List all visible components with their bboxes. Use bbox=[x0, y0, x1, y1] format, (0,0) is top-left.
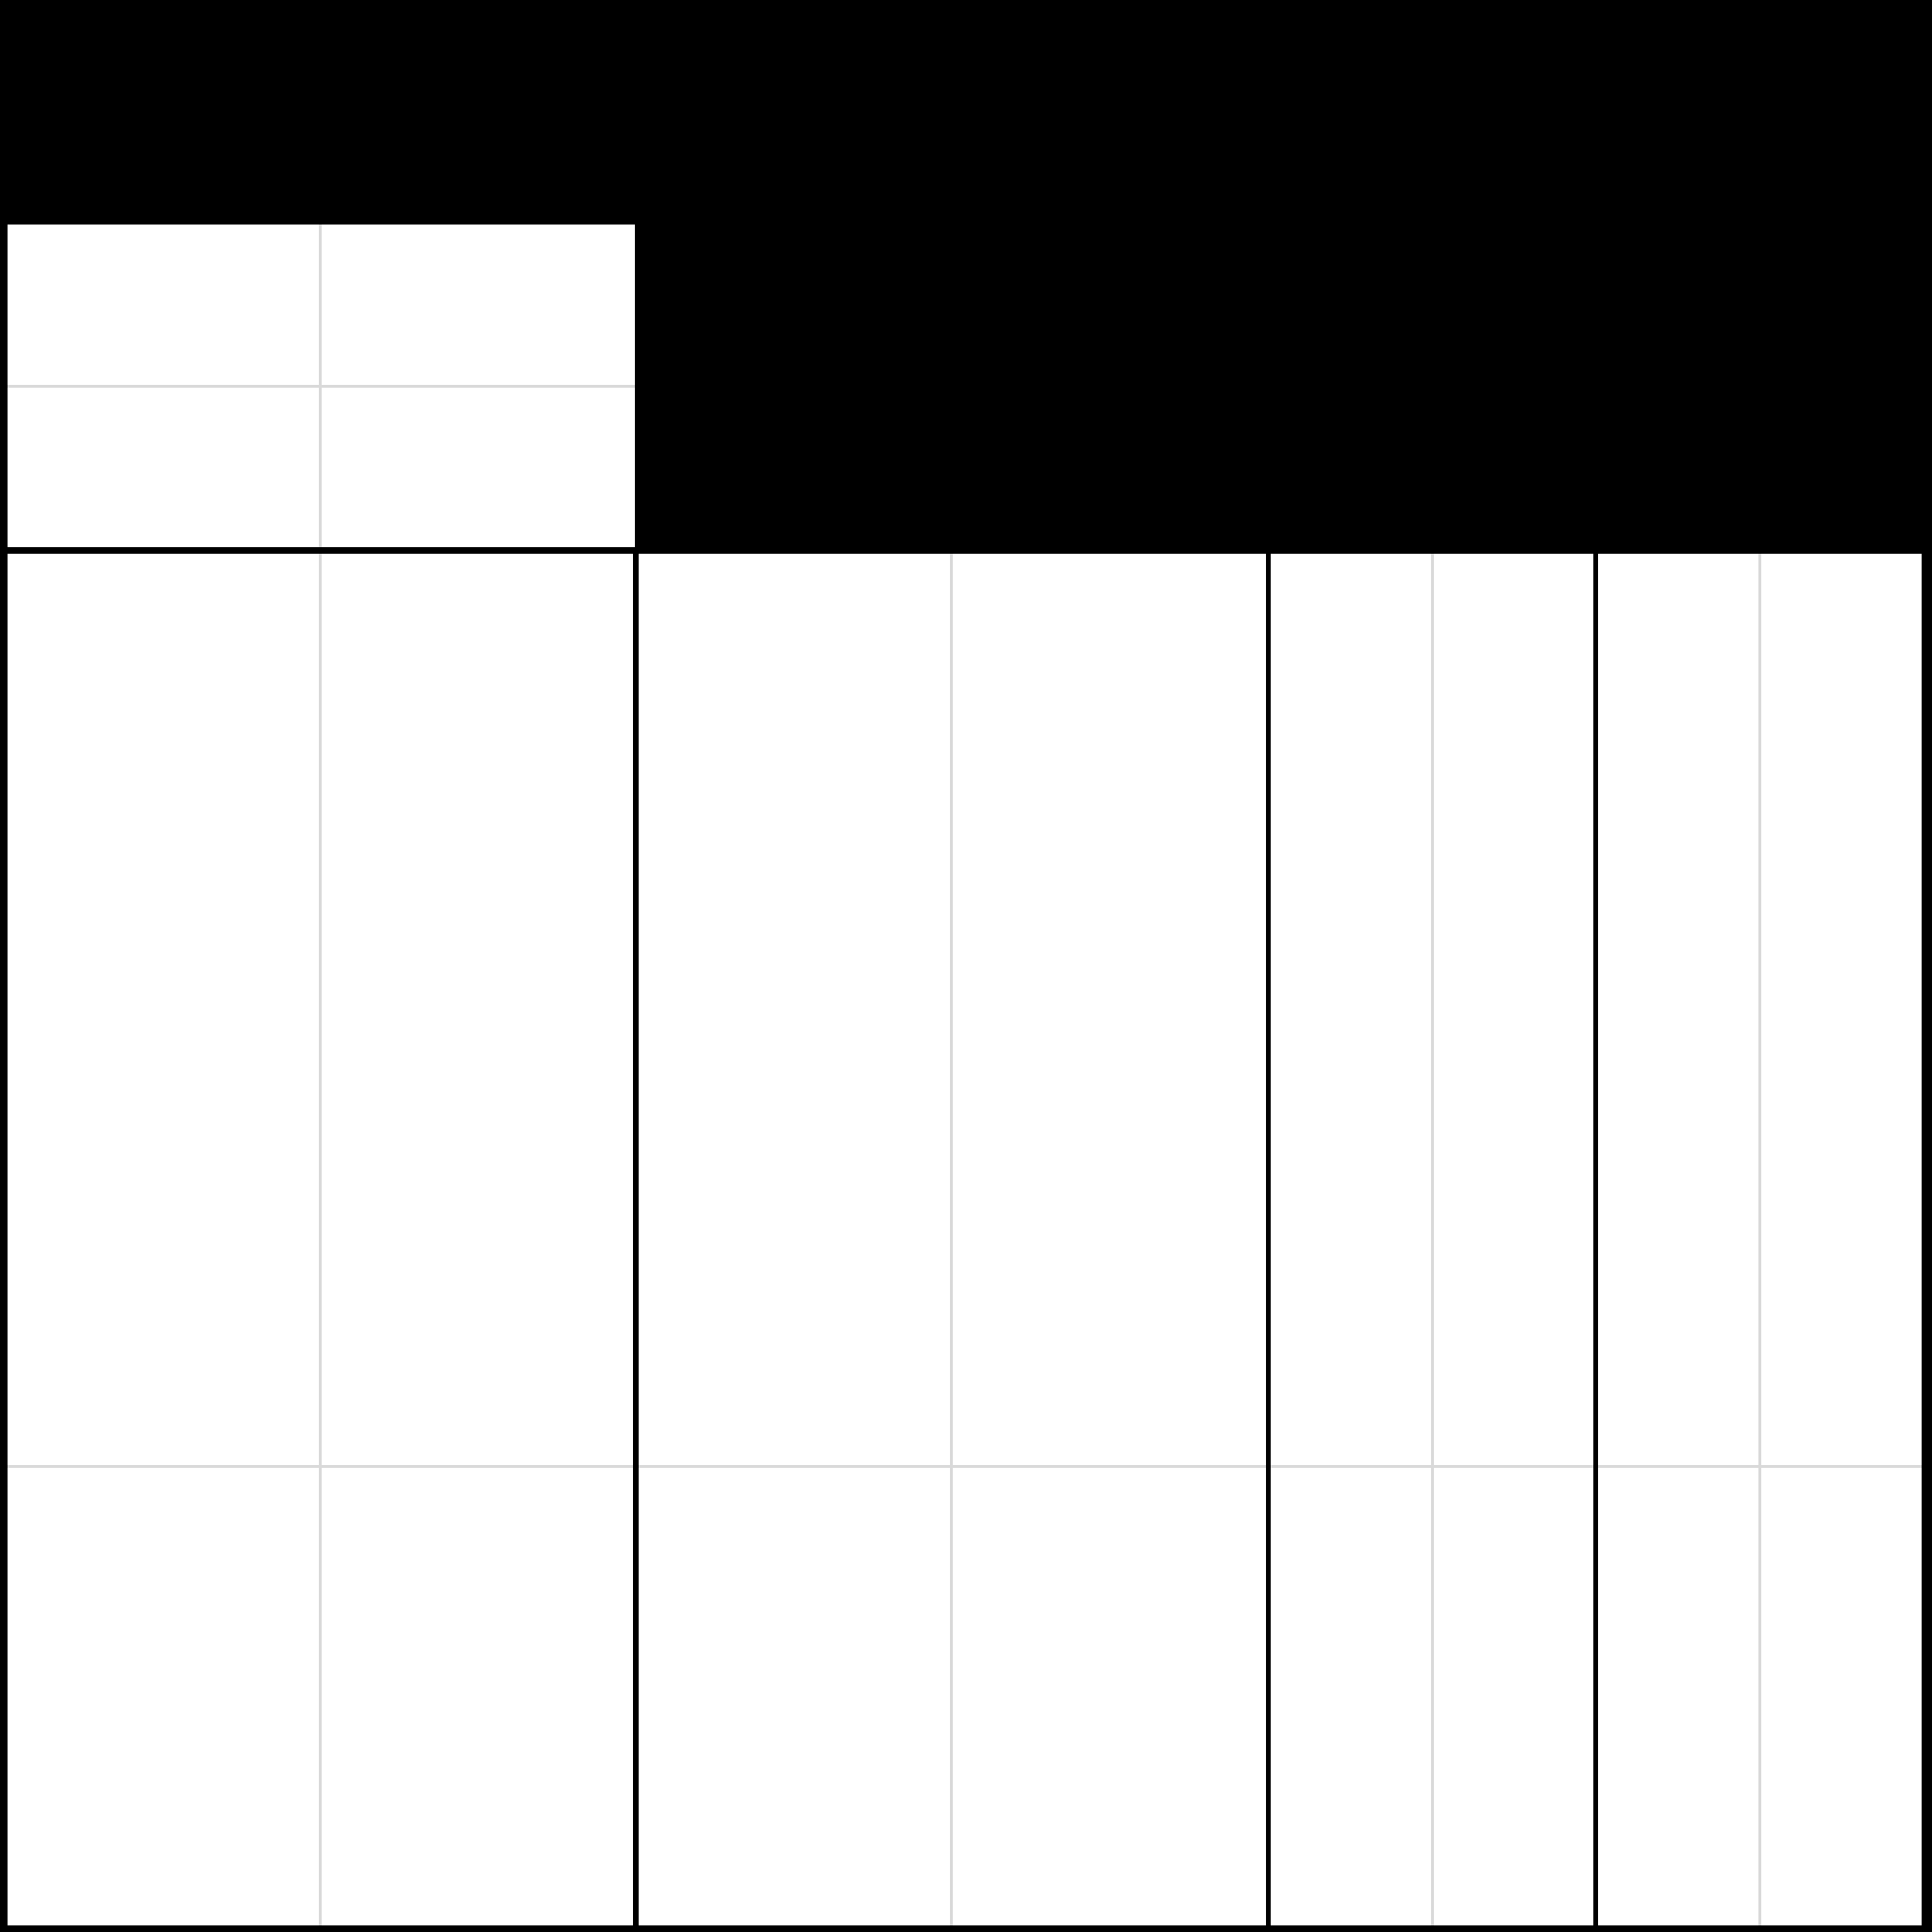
horizontal-gridline bbox=[8, 1465, 633, 1468]
panel-column-3 bbox=[1271, 554, 1593, 1925]
vertical-gridline bbox=[950, 554, 953, 1925]
horizontal-gridline bbox=[1598, 1465, 1922, 1468]
horizontal-gridline bbox=[8, 385, 635, 388]
vertical-gridline bbox=[319, 554, 322, 1925]
vertical-gridline bbox=[1758, 554, 1761, 1925]
vertical-gridline bbox=[1431, 554, 1434, 1925]
horizontal-gridline bbox=[639, 1465, 1266, 1468]
panel-column-1 bbox=[8, 554, 633, 1925]
panel-top-left bbox=[8, 225, 635, 547]
header-band bbox=[0, 0, 1932, 224]
horizontal-gridline bbox=[1271, 1465, 1593, 1468]
panel-column-2 bbox=[639, 554, 1266, 1925]
panel-column-4 bbox=[1598, 554, 1922, 1925]
